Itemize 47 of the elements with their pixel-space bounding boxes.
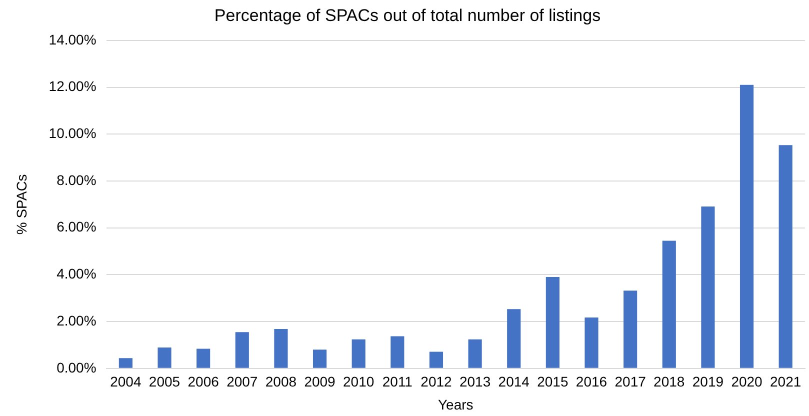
y-tick-label: 4.00% <box>56 266 96 282</box>
bar <box>624 290 638 368</box>
bar <box>507 309 521 368</box>
bar <box>312 350 327 368</box>
y-tick-label: 10.00% <box>48 124 96 141</box>
y-tick-label: 0.00% <box>56 359 96 376</box>
x-tick-label: 2014 <box>498 374 530 390</box>
x-tick-label: 2015 <box>537 374 568 390</box>
bar <box>352 339 366 368</box>
x-tick-label: 2011 <box>382 374 413 390</box>
y-tick-label: 14.00% <box>48 31 96 48</box>
x-tick-label: 2021 <box>770 374 802 390</box>
x-tick-label: 2008 <box>265 374 297 390</box>
bar <box>584 318 598 368</box>
bar <box>778 145 792 368</box>
bar <box>546 277 560 368</box>
x-tick-label: 2020 <box>731 374 763 390</box>
x-tick-label: 2009 <box>304 374 336 390</box>
y-tick-label: 8.00% <box>56 172 96 188</box>
chart-title: Percentage of SPACs out of total number of listings <box>214 6 601 25</box>
y-tick-label: 12.00% <box>48 78 96 94</box>
bar <box>274 329 288 368</box>
x-tick-label: 2007 <box>226 374 258 390</box>
x-tick-label: 2013 <box>459 374 491 390</box>
bar <box>118 358 132 368</box>
bar <box>196 348 210 368</box>
x-tick-label: 2017 <box>614 374 646 390</box>
x-tick-label: 2006 <box>188 374 220 390</box>
bar <box>662 240 676 368</box>
x-tick-label: 2019 <box>692 374 724 390</box>
x-tick-label: 2012 <box>420 374 452 390</box>
bar <box>740 84 754 368</box>
bar <box>390 336 404 368</box>
bar <box>701 206 715 368</box>
y-axis-title: % SPACs <box>13 174 30 235</box>
y-tick-label: 6.00% <box>56 218 96 235</box>
bar <box>235 332 249 368</box>
x-tick-label: 2016 <box>576 374 608 390</box>
y-tick-label: 2.00% <box>56 312 96 328</box>
bar <box>158 348 172 368</box>
x-tick-label: 2018 <box>654 374 685 390</box>
bar <box>468 339 482 368</box>
x-tick-label: 2010 <box>343 374 374 390</box>
x-axis-title: Years <box>438 396 474 412</box>
bar <box>429 352 444 368</box>
x-tick-label: 2005 <box>148 374 180 390</box>
x-tick-label: 2004 <box>110 374 142 390</box>
